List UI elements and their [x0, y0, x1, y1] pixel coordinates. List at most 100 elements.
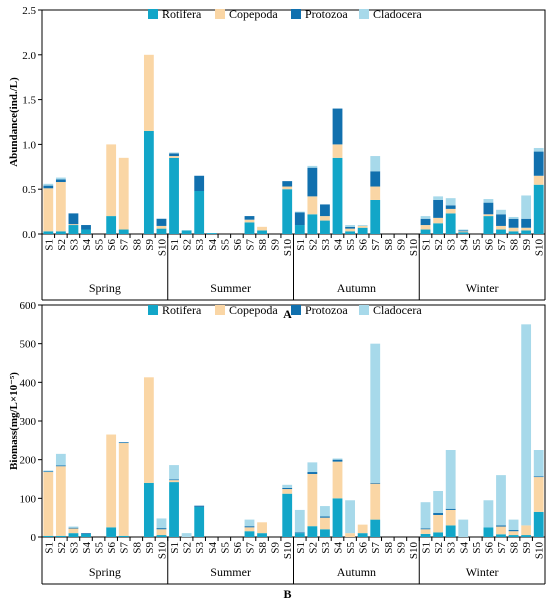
x-tick-label: S4: [333, 542, 345, 554]
x-tick-label: S6: [483, 542, 495, 554]
x-tick-label: S3: [446, 239, 458, 251]
bar-protozoa-autumn-s7: [370, 482, 381, 484]
x-tick-label: S7: [244, 239, 256, 251]
x-tick-label: S8: [383, 542, 395, 554]
bar-protozoa-summer-s3: [194, 175, 205, 191]
group-label: Autumn: [337, 565, 376, 579]
bar-copepoda-winter-s4: [458, 231, 469, 233]
y-tick-label: 400: [20, 377, 37, 389]
bar-protozoa-autumn-s4: [332, 459, 343, 462]
x-tick-label: S8: [257, 239, 269, 251]
y-tick-label: 1.5: [22, 95, 36, 107]
bar-rotifera-spring-s4: [81, 533, 91, 537]
bar-rotifera-autumn-s2: [307, 214, 318, 234]
bar-rotifera-winter-s6: [483, 216, 494, 234]
x-tick-label: S5: [94, 239, 106, 251]
x-tick-label: S2: [433, 239, 445, 251]
bar-rotifera-spring-s2: [55, 535, 66, 537]
bar-rotifera-autumn-s6: [357, 227, 368, 234]
x-tick-label: S6: [232, 239, 244, 251]
bar-cladocera-winter-s9: [521, 195, 532, 219]
bar-copepoda-spring-s2: [55, 182, 66, 232]
bar-protozoa-spring-s2: [55, 179, 66, 183]
bar-cladocera-autumn-s6: [357, 225, 368, 226]
bar-protozoa-autumn-s1: [294, 212, 305, 226]
bar-copepoda-spring-s7: [118, 157, 129, 230]
bar-cladocera-winter-s1: [420, 216, 431, 219]
bar-copepoda-winter-s3: [445, 509, 456, 526]
bar-cladocera-autumn-s7: [370, 156, 381, 172]
bar-copepoda-spring-s9: [143, 54, 154, 131]
legend-label-rotifera: Rotifera: [162, 303, 202, 317]
bar-copepoda-spring-s3: [68, 528, 79, 534]
group-label: Summer: [210, 281, 251, 295]
x-tick-label: S1: [421, 542, 433, 554]
bar-protozoa-winter-s4: [458, 230, 469, 232]
bar-rotifera-spring-s1: [43, 535, 54, 537]
group-label: Spring: [89, 565, 121, 579]
bar-rotifera-autumn-s7: [370, 519, 381, 537]
bar-protozoa-spring-s3: [68, 213, 79, 225]
bar-protozoa-winter-s3: [445, 205, 456, 209]
bar-rotifera-autumn-s3: [320, 220, 330, 234]
bar-cladocera-winter-s8: [508, 519, 519, 531]
x-tick-label: S9: [270, 239, 282, 251]
bar-copepoda-spring-s6: [106, 144, 117, 217]
legend-label-cladocera: Cladocera: [373, 7, 422, 21]
bar-rotifera-autumn-s7: [370, 199, 381, 234]
bar-copepoda-autumn-s2: [307, 196, 318, 215]
bar-copepoda-autumn-s3: [320, 517, 330, 530]
x-tick-label: S7: [370, 239, 382, 251]
bar-rotifera-spring-s10: [156, 535, 167, 537]
bar-cladocera-autumn-s4: [332, 458, 343, 460]
x-tick-label: S9: [521, 542, 533, 554]
bar-rotifera-summer-s1: [169, 482, 179, 537]
bar-rotifera-summer-s2: [181, 230, 192, 234]
bar-cladocera-summer-s1: [169, 152, 179, 154]
bar-rotifera-summer-s1: [169, 157, 179, 234]
bar-protozoa-spring-s4: [81, 225, 91, 230]
bar-rotifera-summer-s8: [257, 533, 267, 537]
bar-rotifera-autumn-s3: [320, 529, 330, 537]
bar-rotifera-winter-s1: [420, 229, 431, 234]
bar-protozoa-spring-s1: [43, 185, 54, 189]
bar-protozoa-winter-s10: [533, 151, 544, 176]
x-tick-label: S5: [94, 542, 106, 554]
x-tick-label: S2: [182, 542, 194, 554]
bar-copepoda-autumn-s6: [357, 524, 368, 534]
bar-copepoda-spring-s10: [156, 225, 167, 229]
legend-swatch-rotifera: [148, 305, 158, 315]
x-tick-label: S2: [433, 542, 445, 554]
legend-label-copepoda: Copepoda: [229, 303, 278, 317]
bar-rotifera-winter-s8: [508, 535, 519, 537]
bar-copepoda-summer-s8: [257, 522, 267, 534]
x-tick-label: S5: [219, 542, 231, 554]
bar-copepoda-winter-s2: [433, 514, 444, 533]
x-tick-label: S10: [282, 542, 294, 560]
x-tick-label: S5: [471, 542, 483, 554]
x-tick-label: S4: [81, 239, 93, 251]
x-tick-label: S4: [81, 542, 93, 554]
bar-protozoa-winter-s2: [433, 199, 444, 218]
bar-rotifera-autumn-s4: [332, 157, 343, 234]
x-tick-label: S9: [144, 239, 156, 251]
bar-rotifera-summer-s7: [244, 531, 255, 537]
x-tick-label: S10: [156, 239, 168, 257]
x-tick-label: S9: [521, 239, 533, 251]
bar-rotifera-winter-s2: [433, 223, 444, 234]
bar-rotifera-winter-s8: [508, 231, 519, 234]
bar-copepoda-winter-s1: [420, 529, 431, 534]
bar-protozoa-spring-s1: [43, 471, 54, 473]
bar-copepoda-winter-s10: [533, 477, 544, 512]
x-tick-label: S6: [106, 542, 118, 554]
x-tick-label: S10: [282, 239, 294, 257]
x-tick-label: S8: [509, 542, 521, 554]
legend-swatch-cladocera: [359, 9, 369, 19]
legend-swatch-cladocera: [359, 305, 369, 315]
y-tick-label: 200: [20, 455, 37, 467]
bar-copepoda-winter-s3: [445, 208, 456, 214]
bar-copepoda-spring-s1: [43, 472, 54, 536]
bar-copepoda-winter-s8: [508, 227, 519, 232]
